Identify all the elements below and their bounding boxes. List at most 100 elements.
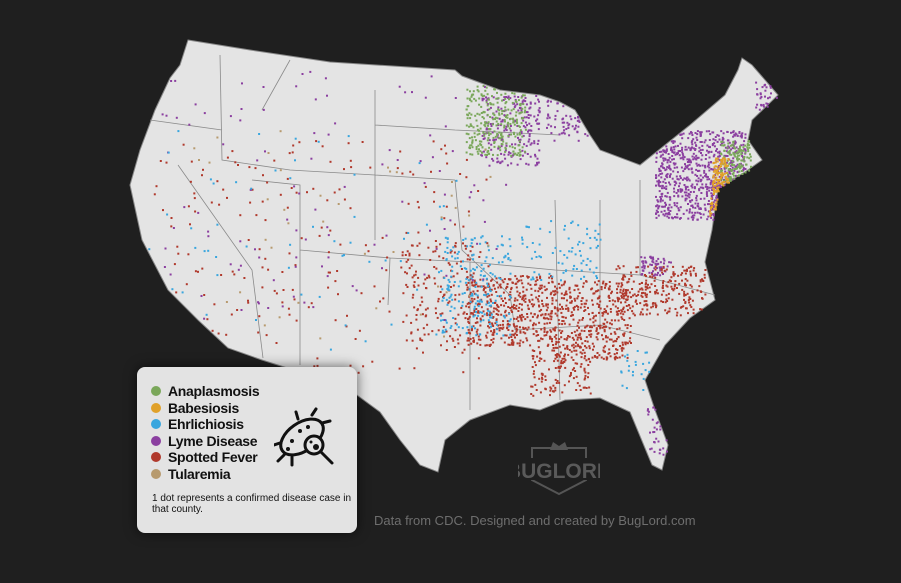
case-dot [499, 327, 502, 330]
case-dot [522, 315, 525, 318]
case-dot [530, 278, 533, 281]
case-dot [586, 227, 589, 230]
case-dot [741, 132, 744, 135]
case-dot [530, 393, 533, 395]
case-dot [714, 208, 717, 211]
case-dot [502, 99, 505, 101]
case-dot [585, 280, 588, 283]
case-dot [721, 136, 724, 139]
case-dot [655, 216, 658, 219]
case-dot [519, 138, 522, 141]
case-dot [468, 196, 471, 199]
case-dot [565, 128, 568, 130]
case-dot [283, 208, 286, 211]
case-dot [756, 103, 759, 106]
case-dot [649, 275, 652, 278]
case-dot [566, 121, 569, 124]
case-dot [712, 138, 715, 141]
case-dot [662, 149, 665, 152]
case-dot [452, 284, 455, 287]
case-dot [581, 342, 584, 345]
case-dot [476, 150, 479, 153]
case-dot [558, 133, 561, 136]
case-dot [709, 183, 712, 186]
case-dot [447, 285, 450, 288]
case-dot [535, 283, 538, 286]
case-dot [550, 387, 553, 390]
case-dot [485, 86, 488, 89]
case-dot [473, 307, 476, 310]
case-dot [760, 96, 763, 98]
case-dot [463, 348, 466, 351]
case-dot [549, 337, 551, 340]
case-dot [489, 290, 492, 293]
case-dot [514, 336, 516, 339]
case-dot [551, 275, 554, 278]
case-dot [713, 181, 716, 184]
case-dot [571, 336, 574, 339]
case-dot [714, 136, 717, 138]
case-dot [468, 294, 471, 297]
case-dot [712, 131, 715, 134]
case-dot [357, 371, 360, 374]
case-dot [506, 285, 509, 288]
case-dot [237, 268, 240, 271]
case-dot [624, 341, 627, 344]
case-dot [692, 147, 695, 150]
case-dot [537, 109, 540, 112]
case-dot [686, 268, 688, 271]
case-dot [596, 356, 599, 359]
case-dot [175, 291, 178, 294]
case-dot [699, 131, 702, 134]
case-dot [732, 143, 735, 146]
case-dot [385, 269, 388, 272]
case-dot [659, 274, 662, 277]
case-dot [540, 380, 543, 383]
case-dot [698, 285, 701, 288]
case-dot [464, 237, 467, 240]
case-dot [605, 309, 607, 312]
case-dot [645, 296, 648, 298]
case-dot [672, 162, 675, 165]
case-dot [490, 143, 493, 146]
case-dot [392, 251, 395, 253]
case-dot [719, 186, 722, 188]
case-dot [622, 265, 625, 268]
case-dot [519, 104, 522, 107]
case-dot [662, 284, 664, 287]
case-dot [173, 263, 176, 266]
case-dot [183, 206, 186, 209]
case-dot [456, 257, 459, 260]
case-dot [486, 312, 488, 315]
case-dot [541, 303, 544, 305]
case-dot [489, 316, 492, 319]
case-dot [468, 97, 471, 100]
case-dot [488, 310, 491, 313]
case-dot [567, 127, 570, 129]
case-dot [518, 342, 521, 345]
case-dot [481, 134, 484, 137]
case-dot [519, 132, 521, 134]
case-dot [684, 185, 687, 188]
case-dot [159, 160, 162, 162]
case-dot [437, 329, 440, 332]
case-dot [679, 206, 682, 209]
case-dot [316, 357, 319, 360]
case-dot [509, 294, 512, 296]
case-dot [189, 223, 191, 226]
case-dot [619, 312, 622, 315]
case-dot [451, 298, 454, 301]
case-dot [478, 132, 481, 135]
case-dot [517, 99, 520, 102]
case-dot [213, 303, 216, 306]
case-dot [493, 142, 496, 144]
case-dot [489, 132, 492, 135]
case-dot [691, 155, 694, 158]
case-dot [534, 164, 537, 167]
case-dot [405, 314, 408, 317]
case-dot [640, 273, 643, 276]
case-dot [549, 329, 552, 332]
case-dot [689, 199, 692, 202]
case-dot [691, 186, 694, 189]
case-dot [540, 279, 543, 281]
